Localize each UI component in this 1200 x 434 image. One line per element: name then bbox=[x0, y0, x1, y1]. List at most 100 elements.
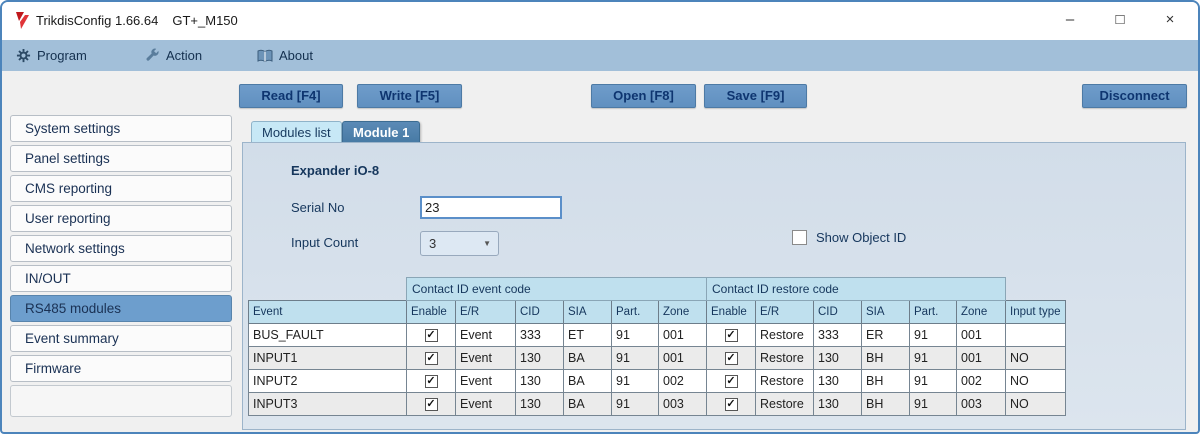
table-cell[interactable]: 130 bbox=[515, 392, 564, 416]
sidebar-item-user-reporting[interactable]: User reporting bbox=[10, 205, 232, 232]
input-count-label: Input Count bbox=[291, 235, 359, 250]
enable-checkbox[interactable]: ✓ bbox=[424, 398, 438, 412]
group-header-row: Contact ID event code Contact ID restore… bbox=[249, 277, 1066, 301]
group-header-event-code: Contact ID event code bbox=[406, 277, 707, 301]
show-object-id-label: Show Object ID bbox=[816, 230, 907, 245]
enable-checkbox[interactable]: ✓ bbox=[724, 375, 738, 389]
close-button[interactable]: × bbox=[1165, 11, 1175, 28]
panel-heading: Expander iO-8 bbox=[291, 163, 380, 178]
table-cell[interactable]: BH bbox=[861, 392, 910, 416]
table-cell[interactable]: ET bbox=[563, 323, 612, 347]
sidebar-item-panel-settings[interactable]: Panel settings bbox=[10, 145, 232, 172]
table-cell[interactable]: BA bbox=[563, 369, 612, 393]
column-header: Enable bbox=[406, 300, 456, 324]
table-cell[interactable]: 91 bbox=[611, 392, 659, 416]
table-cell[interactable]: Restore bbox=[755, 346, 814, 370]
table-cell[interactable]: NO bbox=[1005, 392, 1066, 416]
table-cell[interactable]: 001 bbox=[956, 323, 1006, 347]
serial-no-input[interactable] bbox=[420, 196, 562, 219]
menu-program[interactable]: Program bbox=[16, 40, 87, 71]
table-cell[interactable]: 91 bbox=[909, 346, 957, 370]
sidebar-item-in-out[interactable]: IN/OUT bbox=[10, 265, 232, 292]
table-cell[interactable]: 130 bbox=[515, 369, 564, 393]
table-cell[interactable]: BA bbox=[563, 392, 612, 416]
table-cell[interactable]: 91 bbox=[909, 369, 957, 393]
table-row: INPUT3 ✓ Event 130 BA 91 003 ✓ Restore 130 BH 91 003… bbox=[248, 392, 1066, 416]
sidebar-item-network-settings[interactable]: Network settings bbox=[10, 235, 232, 262]
table-cell[interactable]: Event bbox=[455, 392, 516, 416]
wrench-icon bbox=[146, 48, 159, 61]
write-button[interactable]: Write [F5] bbox=[357, 84, 462, 108]
menu-action-label: Action bbox=[166, 48, 203, 63]
table-cell[interactable]: Restore bbox=[755, 323, 814, 347]
column-header: E/R bbox=[755, 300, 814, 324]
table-cell[interactable]: 91 bbox=[909, 392, 957, 416]
disconnect-button[interactable]: Disconnect bbox=[1082, 84, 1187, 108]
table-cell[interactable]: 91 bbox=[611, 323, 659, 347]
table-cell[interactable]: 91 bbox=[909, 323, 957, 347]
table-cell[interactable]: Event bbox=[455, 323, 516, 347]
table-cell[interactable]: 001 bbox=[658, 323, 707, 347]
enable-checkbox[interactable]: ✓ bbox=[424, 352, 438, 366]
table-cell[interactable]: Event bbox=[455, 346, 516, 370]
table-cell[interactable]: 002 bbox=[658, 369, 707, 393]
table-cell[interactable]: Restore bbox=[755, 369, 814, 393]
table-cell[interactable]: 001 bbox=[658, 346, 707, 370]
enable-checkbox[interactable]: ✓ bbox=[724, 398, 738, 412]
enable-checkbox[interactable]: ✓ bbox=[724, 329, 738, 343]
enable-checkbox[interactable]: ✓ bbox=[424, 329, 438, 343]
tab-module-1[interactable]: Module 1 bbox=[342, 121, 421, 143]
table-cell[interactable]: ER bbox=[861, 323, 910, 347]
menu-about[interactable]: About bbox=[257, 40, 313, 71]
menu-bar: Program Action About bbox=[2, 40, 1198, 71]
table-cell[interactable]: 130 bbox=[515, 346, 564, 370]
table-cell[interactable]: 003 bbox=[956, 392, 1006, 416]
table-cell[interactable]: 001 bbox=[956, 346, 1006, 370]
table-cell[interactable]: 91 bbox=[611, 369, 659, 393]
column-header: Part. bbox=[909, 300, 957, 324]
enable-checkbox[interactable]: ✓ bbox=[724, 352, 738, 366]
table-cell[interactable]: BH bbox=[861, 346, 910, 370]
read-button[interactable]: Read [F4] bbox=[239, 84, 343, 108]
table-row: INPUT2 ✓ Event 130 BA 91 002 ✓ Restore 130 BH 91 002… bbox=[248, 369, 1066, 393]
table-cell[interactable]: 333 bbox=[515, 323, 564, 347]
column-header: SIA bbox=[861, 300, 910, 324]
table-cell[interactable]: Restore bbox=[755, 392, 814, 416]
sidebar-item-cms-reporting[interactable]: CMS reporting bbox=[10, 175, 232, 202]
enable-checkbox[interactable]: ✓ bbox=[424, 375, 438, 389]
menu-action[interactable]: Action bbox=[145, 40, 202, 71]
table-cell[interactable]: 333 bbox=[813, 323, 862, 347]
tab-modules-list[interactable]: Modules list bbox=[251, 121, 342, 143]
sidebar-item-system-settings[interactable]: System settings bbox=[10, 115, 232, 142]
table-cell[interactable]: 002 bbox=[956, 369, 1006, 393]
maximize-button[interactable]: □ bbox=[1115, 11, 1125, 28]
table-cell: ✓ bbox=[706, 346, 756, 370]
column-header: Zone bbox=[956, 300, 1006, 324]
minimize-button[interactable]: – bbox=[1065, 11, 1075, 28]
table-cell[interactable]: 91 bbox=[611, 346, 659, 370]
show-object-id-checkbox[interactable] bbox=[792, 230, 807, 245]
table-cell[interactable]: NO bbox=[1005, 369, 1066, 393]
open-button[interactable]: Open [F8] bbox=[591, 84, 696, 108]
table-cell[interactable]: 130 bbox=[813, 369, 862, 393]
sidebar-item-event-summary[interactable]: Event summary bbox=[10, 325, 232, 352]
table-cell: ✓ bbox=[406, 392, 456, 416]
table-cell[interactable]: BH bbox=[861, 369, 910, 393]
table-cell[interactable]: NO bbox=[1005, 346, 1066, 370]
input-count-dropdown[interactable]: 3 ▼ bbox=[420, 231, 499, 256]
menu-program-label: Program bbox=[37, 48, 87, 63]
sidebar-item-rs485-modules[interactable]: RS485 modules bbox=[10, 295, 232, 322]
sidebar-item-firmware[interactable]: Firmware bbox=[10, 355, 232, 382]
table-cell: INPUT3 bbox=[248, 392, 407, 416]
table-cell[interactable]: 003 bbox=[658, 392, 707, 416]
table-cell: BUS_FAULT bbox=[248, 323, 407, 347]
table-cell[interactable]: BA bbox=[563, 346, 612, 370]
save-button[interactable]: Save [F9] bbox=[704, 84, 807, 108]
table-cell[interactable]: 130 bbox=[813, 392, 862, 416]
table-cell[interactable] bbox=[1005, 323, 1066, 347]
chevron-down-icon: ▼ bbox=[483, 239, 491, 248]
table-cell[interactable]: 130 bbox=[813, 346, 862, 370]
app-name: TrikdisConfig 1.66.64 bbox=[36, 13, 159, 28]
table-cell[interactable]: Event bbox=[455, 369, 516, 393]
column-header: SIA bbox=[563, 300, 612, 324]
